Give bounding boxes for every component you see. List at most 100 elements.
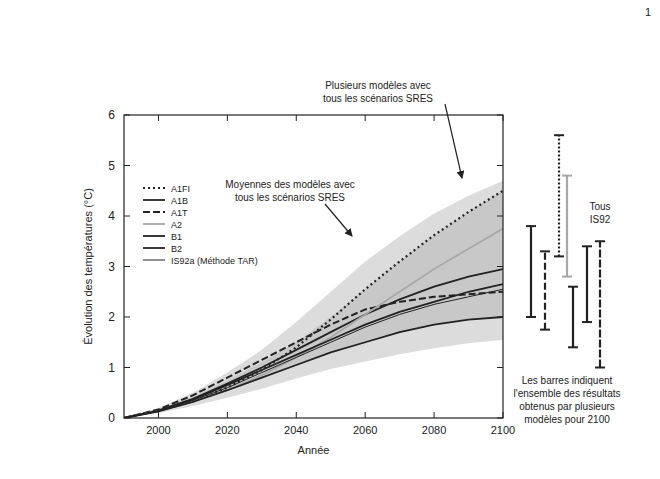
- range-bar-cap: [582, 321, 592, 323]
- y-tick-label: 6: [108, 108, 115, 122]
- range-bar-cap: [540, 329, 550, 331]
- y-tick-right: [497, 165, 503, 166]
- y-tick-right: [497, 418, 503, 419]
- x-axis-label: Année: [298, 444, 330, 456]
- legend-swatch: [143, 199, 165, 201]
- band-label-line: tous les scénarios SRES: [323, 93, 433, 104]
- legend-swatch: [143, 247, 165, 249]
- annotation-line: modèles pour 2100: [524, 414, 610, 425]
- legend-label: A2: [171, 220, 182, 230]
- range-bar-cap: [526, 225, 536, 227]
- range-bar-line: [586, 246, 588, 322]
- legend-label: A1T: [171, 208, 188, 218]
- band-label: Moyennes des modèles avec tous les scénar…: [225, 179, 355, 203]
- y-tick: [124, 317, 130, 318]
- annotation-line: Tous: [589, 201, 610, 212]
- range-bar-line: [530, 226, 532, 317]
- range-bar-line: [558, 135, 560, 256]
- annotation-arrow: [325, 204, 352, 236]
- legend-swatch: [143, 187, 165, 189]
- series-line: [124, 191, 503, 418]
- range-bar: [582, 246, 592, 322]
- x-tick: [503, 412, 504, 418]
- annotation-line: Les barres indiquent: [522, 375, 613, 386]
- x-tick-label: 2060: [353, 424, 377, 436]
- y-tick-right: [497, 266, 503, 267]
- range-bar: [562, 176, 572, 277]
- range-bar-cap: [595, 367, 605, 369]
- range-bar-line: [599, 241, 601, 367]
- series-line: [124, 269, 503, 418]
- series-line: [124, 229, 503, 418]
- range-bar-cap: [568, 346, 578, 348]
- y-tick: [124, 216, 130, 217]
- model-band: [124, 191, 503, 418]
- range-bar-cap: [554, 255, 564, 257]
- band-label: Plusieurs modèles avec tous les scénarios…: [323, 80, 433, 104]
- range-bar: [540, 251, 550, 329]
- y-tick-label: 4: [108, 209, 115, 223]
- range-bar-cap: [562, 276, 572, 278]
- legend-label: B2: [171, 244, 182, 254]
- band-label-line: Moyennes des modèles avec: [225, 179, 355, 190]
- y-tick: [124, 266, 130, 267]
- range-bar: [595, 241, 605, 367]
- y-axis-label: Évolution des températures (°C): [82, 188, 94, 345]
- annotation: Les barres indiquent l'ensemble des résul…: [514, 375, 621, 425]
- band-label-line: tous les scénarios SRES: [235, 192, 345, 203]
- x-tick-label: 2040: [284, 424, 308, 436]
- legend-swatch: [143, 211, 165, 213]
- y-tick-label: 3: [108, 260, 115, 274]
- annotation: Tous IS92: [589, 201, 610, 225]
- range-bar-cap: [568, 286, 578, 288]
- annotation-arrow: [445, 104, 462, 178]
- y-tick: [124, 367, 130, 368]
- y-tick-right: [497, 216, 503, 217]
- x-tick-top: [434, 115, 435, 121]
- annotation-line: IS92: [590, 214, 611, 225]
- plot-frame: [124, 115, 503, 418]
- annotation-line: l'ensemble des résultats: [514, 388, 621, 399]
- x-tick-top: [158, 115, 159, 121]
- annotation: 1: [645, 6, 651, 18]
- x-tick: [158, 412, 159, 418]
- x-tick-label: 2020: [215, 424, 239, 436]
- range-bar-cap: [582, 245, 592, 247]
- y-tick-right: [497, 115, 503, 116]
- range-bar: [526, 226, 536, 317]
- x-tick-top: [227, 115, 228, 121]
- x-tick-label: 2000: [146, 424, 170, 436]
- legend-label: A1FI: [171, 184, 190, 194]
- model-band: [124, 181, 503, 418]
- range-bar-cap: [595, 240, 605, 242]
- legend-swatch: [143, 260, 165, 261]
- band-label-line: Plusieurs modèles avec: [325, 80, 431, 91]
- legend-label: A1B: [171, 196, 188, 206]
- annotation-line: 1: [645, 6, 651, 18]
- x-tick-label: 2080: [422, 424, 446, 436]
- x-tick-top: [296, 115, 297, 121]
- y-tick: [124, 418, 130, 419]
- legend-label: B1: [171, 232, 182, 242]
- x-tick: [296, 412, 297, 418]
- x-tick: [365, 412, 366, 418]
- legend-label: IS92a (Méthode TAR): [171, 256, 258, 266]
- y-tick-label: 2: [108, 310, 115, 324]
- legend-swatch: [143, 223, 165, 225]
- x-tick-top: [503, 115, 504, 121]
- range-bar-cap: [540, 250, 550, 252]
- range-bar-line: [572, 287, 574, 348]
- y-tick-right: [497, 317, 503, 318]
- x-tick: [227, 412, 228, 418]
- range-bar: [568, 287, 578, 348]
- y-tick-right: [497, 367, 503, 368]
- range-bar-line: [566, 176, 568, 277]
- plot-area: [124, 181, 503, 418]
- range-bar-cap: [526, 316, 536, 318]
- range-bar-line: [544, 251, 546, 329]
- y-tick-label: 0: [108, 411, 115, 425]
- legend-swatch: [143, 235, 165, 237]
- x-tick-top: [365, 115, 366, 121]
- chart: 2000202020402060208021000123456AnnéeÉvol…: [0, 0, 660, 479]
- range-bar-cap: [554, 134, 564, 136]
